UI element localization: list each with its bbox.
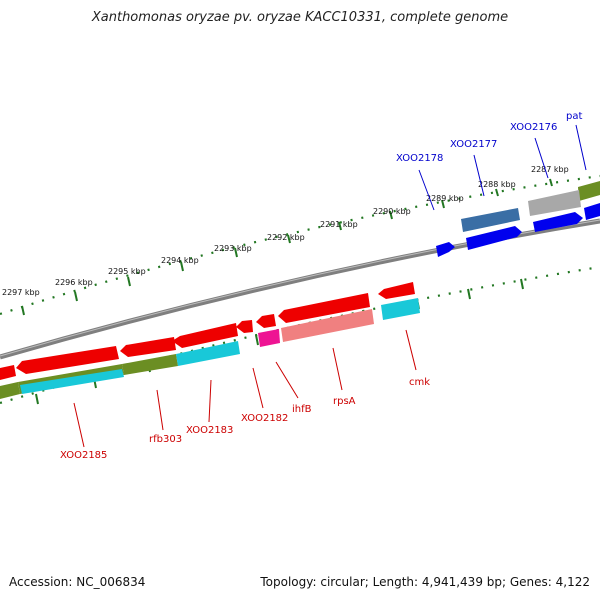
reverse-features [0,282,420,399]
gene-arrow [466,226,522,250]
accession-text: Accession: NC_006834 [9,575,146,589]
gene-label: rfb303 [149,434,182,445]
gene-arrow [236,320,253,333]
gene-label: XOO2177 [450,139,497,150]
gene-arrow [436,242,455,257]
tick-label: 2292 kbp [267,233,305,242]
gene-block [258,329,280,347]
tick-labels: 2287 kbp 2288 kbp 2289 kbp 2290 kbp 2291… [2,165,569,297]
gene-arrow [533,212,583,232]
gene-block [461,208,520,232]
map-title: Xanthomonas oryzae pv. oryzae KACC10331,… [91,10,509,25]
gene-arrow [16,346,119,374]
tick-label: 2287 kbp [531,165,569,174]
gene-arrow [120,337,176,357]
gene-block [0,382,20,399]
tick-label: 2288 kbp [478,180,516,189]
tick-label: 2296 kbp [55,278,93,287]
gene-label: XOO2182 [241,413,288,424]
gene-arrow [172,323,238,348]
forward-leaders [418,124,587,211]
gene-arrow [584,203,600,220]
tick-label: 2289 kbp [426,194,464,203]
topology-text: Topology: circular; Length: 4,941,439 bp… [260,575,590,589]
gene-arrow [256,314,276,328]
gene-label: cmk [409,377,430,388]
gene-block [578,181,600,201]
gene-arrow [278,293,370,323]
outer-major-ticks [21,178,553,316]
gene-arrow [378,282,415,299]
gene-block [20,369,124,394]
gene-block [122,354,178,375]
gene-arrow [0,365,16,380]
tick-label: 2295 kbp [108,267,146,276]
gene-block [528,190,581,216]
tick-label: 2297 kbp [2,288,40,297]
gene-label: rpsA [333,396,356,407]
gene-label: pat [566,111,582,122]
tick-label: 2291 kbp [320,220,358,229]
outer-tick-ring [0,174,600,316]
forward-labels: pat XOO2176 XOO2177 XOO2178 [396,111,582,164]
tick-label: 2294 kbp [161,256,199,265]
forward-features [436,181,600,257]
gene-block [176,341,240,366]
gene-label: ihfB [292,404,312,415]
reverse-leaders [73,329,417,448]
gene-label: XOO2176 [510,122,557,133]
reverse-labels: cmk rpsA ihfB XOO2182 XOO2183 rfb303 XOO… [60,377,430,461]
gene-label: XOO2185 [60,450,107,461]
gene-label: XOO2183 [186,425,233,436]
gene-block [381,298,420,320]
gene-label: XOO2178 [396,153,443,164]
gene-block [281,309,374,342]
tick-label: 2293 kbp [214,244,252,253]
tick-label: 2290 kbp [373,207,411,216]
